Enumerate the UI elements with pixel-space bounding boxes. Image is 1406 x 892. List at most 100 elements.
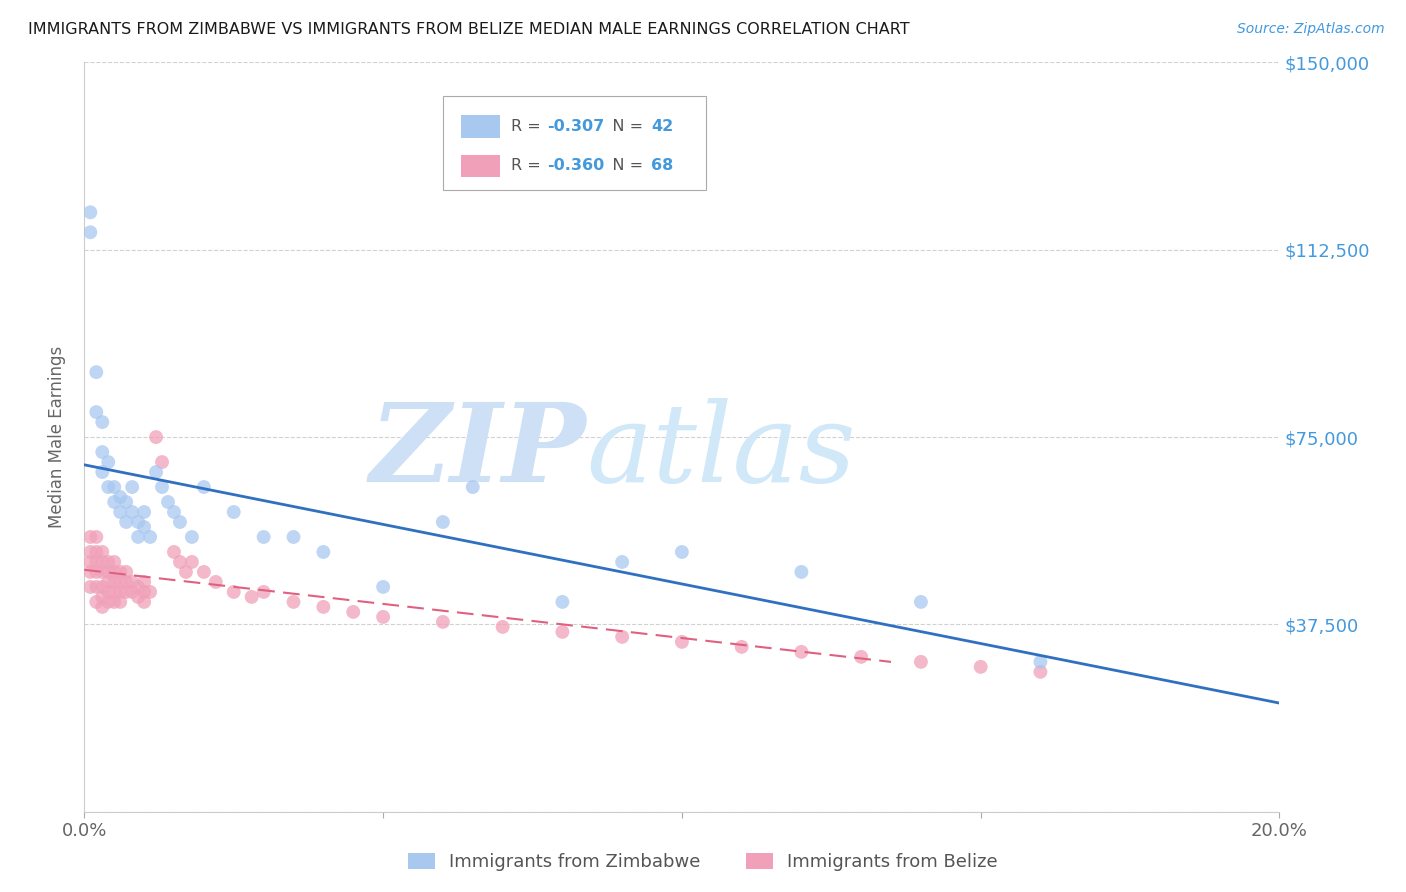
Point bbox=[790, 645, 813, 659]
Point bbox=[103, 495, 125, 509]
Point bbox=[79, 530, 101, 544]
Point bbox=[91, 465, 114, 479]
Point bbox=[86, 595, 108, 609]
Point bbox=[312, 545, 335, 559]
Point bbox=[731, 640, 754, 654]
Text: IMMIGRANTS FROM ZIMBABWE VS IMMIGRANTS FROM BELIZE MEDIAN MALE EARNINGS CORRELAT: IMMIGRANTS FROM ZIMBABWE VS IMMIGRANTS F… bbox=[28, 22, 910, 37]
Point bbox=[86, 405, 108, 419]
Point bbox=[132, 585, 156, 599]
Point bbox=[181, 530, 204, 544]
Point bbox=[127, 515, 149, 529]
Text: R =: R = bbox=[510, 119, 546, 134]
Point bbox=[79, 545, 101, 559]
Point bbox=[115, 574, 138, 589]
Point bbox=[253, 530, 276, 544]
Point bbox=[222, 505, 245, 519]
Point bbox=[79, 565, 101, 579]
Point bbox=[671, 545, 693, 559]
Point bbox=[97, 480, 120, 494]
Point bbox=[127, 590, 149, 604]
Point bbox=[91, 580, 114, 594]
Point bbox=[163, 545, 186, 559]
Text: R =: R = bbox=[510, 159, 546, 173]
Point bbox=[910, 655, 932, 669]
Point bbox=[169, 515, 191, 529]
Point bbox=[103, 585, 125, 599]
Point bbox=[110, 490, 132, 504]
Point bbox=[91, 565, 114, 579]
Legend: Immigrants from Zimbabwe, Immigrants from Belize: Immigrants from Zimbabwe, Immigrants fro… bbox=[401, 846, 1005, 879]
Point bbox=[103, 555, 125, 569]
Point bbox=[86, 565, 108, 579]
Point bbox=[174, 565, 197, 579]
FancyBboxPatch shape bbox=[461, 154, 501, 178]
Point bbox=[970, 660, 993, 674]
Point bbox=[169, 555, 191, 569]
Point bbox=[132, 520, 156, 534]
Point bbox=[432, 615, 454, 629]
Point bbox=[150, 480, 173, 494]
Point bbox=[91, 545, 114, 559]
Point bbox=[86, 545, 108, 559]
Point bbox=[253, 585, 276, 599]
Point bbox=[157, 495, 180, 509]
Text: Source: ZipAtlas.com: Source: ZipAtlas.com bbox=[1237, 22, 1385, 37]
Point bbox=[115, 515, 138, 529]
Point bbox=[91, 590, 114, 604]
Point bbox=[86, 365, 108, 379]
Point bbox=[121, 574, 143, 589]
Point bbox=[432, 515, 454, 529]
Point bbox=[283, 595, 305, 609]
Point bbox=[910, 595, 932, 609]
Point bbox=[132, 574, 156, 589]
Point bbox=[79, 580, 101, 594]
Point bbox=[97, 595, 120, 609]
Point bbox=[790, 565, 813, 579]
Point bbox=[97, 565, 120, 579]
Point bbox=[115, 585, 138, 599]
Point bbox=[132, 505, 156, 519]
Point bbox=[205, 574, 228, 589]
Point bbox=[373, 610, 395, 624]
Point bbox=[110, 574, 132, 589]
Point bbox=[103, 574, 125, 589]
Point bbox=[103, 595, 125, 609]
Point bbox=[79, 555, 101, 569]
Point bbox=[612, 630, 634, 644]
Point bbox=[139, 585, 162, 599]
Point bbox=[145, 430, 167, 444]
Point bbox=[181, 555, 204, 569]
FancyBboxPatch shape bbox=[443, 96, 706, 190]
Point bbox=[103, 565, 125, 579]
Point bbox=[492, 620, 515, 634]
Point bbox=[91, 445, 114, 459]
Point bbox=[193, 480, 215, 494]
Text: 42: 42 bbox=[651, 119, 673, 134]
Point bbox=[283, 530, 305, 544]
Point bbox=[1029, 665, 1052, 679]
Point bbox=[110, 595, 132, 609]
Point bbox=[163, 505, 186, 519]
Point bbox=[1029, 655, 1052, 669]
FancyBboxPatch shape bbox=[461, 115, 501, 137]
Point bbox=[222, 585, 245, 599]
Point bbox=[97, 555, 120, 569]
Point bbox=[132, 595, 156, 609]
Point bbox=[139, 530, 162, 544]
Point bbox=[127, 580, 149, 594]
Point bbox=[115, 495, 138, 509]
Point bbox=[97, 455, 120, 469]
Point bbox=[121, 505, 143, 519]
Point bbox=[121, 585, 143, 599]
Point bbox=[91, 599, 114, 614]
Point bbox=[240, 590, 263, 604]
Point bbox=[461, 480, 484, 494]
Point bbox=[79, 225, 101, 239]
Point bbox=[150, 455, 173, 469]
Point bbox=[115, 565, 138, 579]
Point bbox=[612, 555, 634, 569]
Point bbox=[193, 565, 215, 579]
Point bbox=[91, 415, 114, 429]
Point bbox=[373, 580, 395, 594]
Point bbox=[110, 565, 132, 579]
